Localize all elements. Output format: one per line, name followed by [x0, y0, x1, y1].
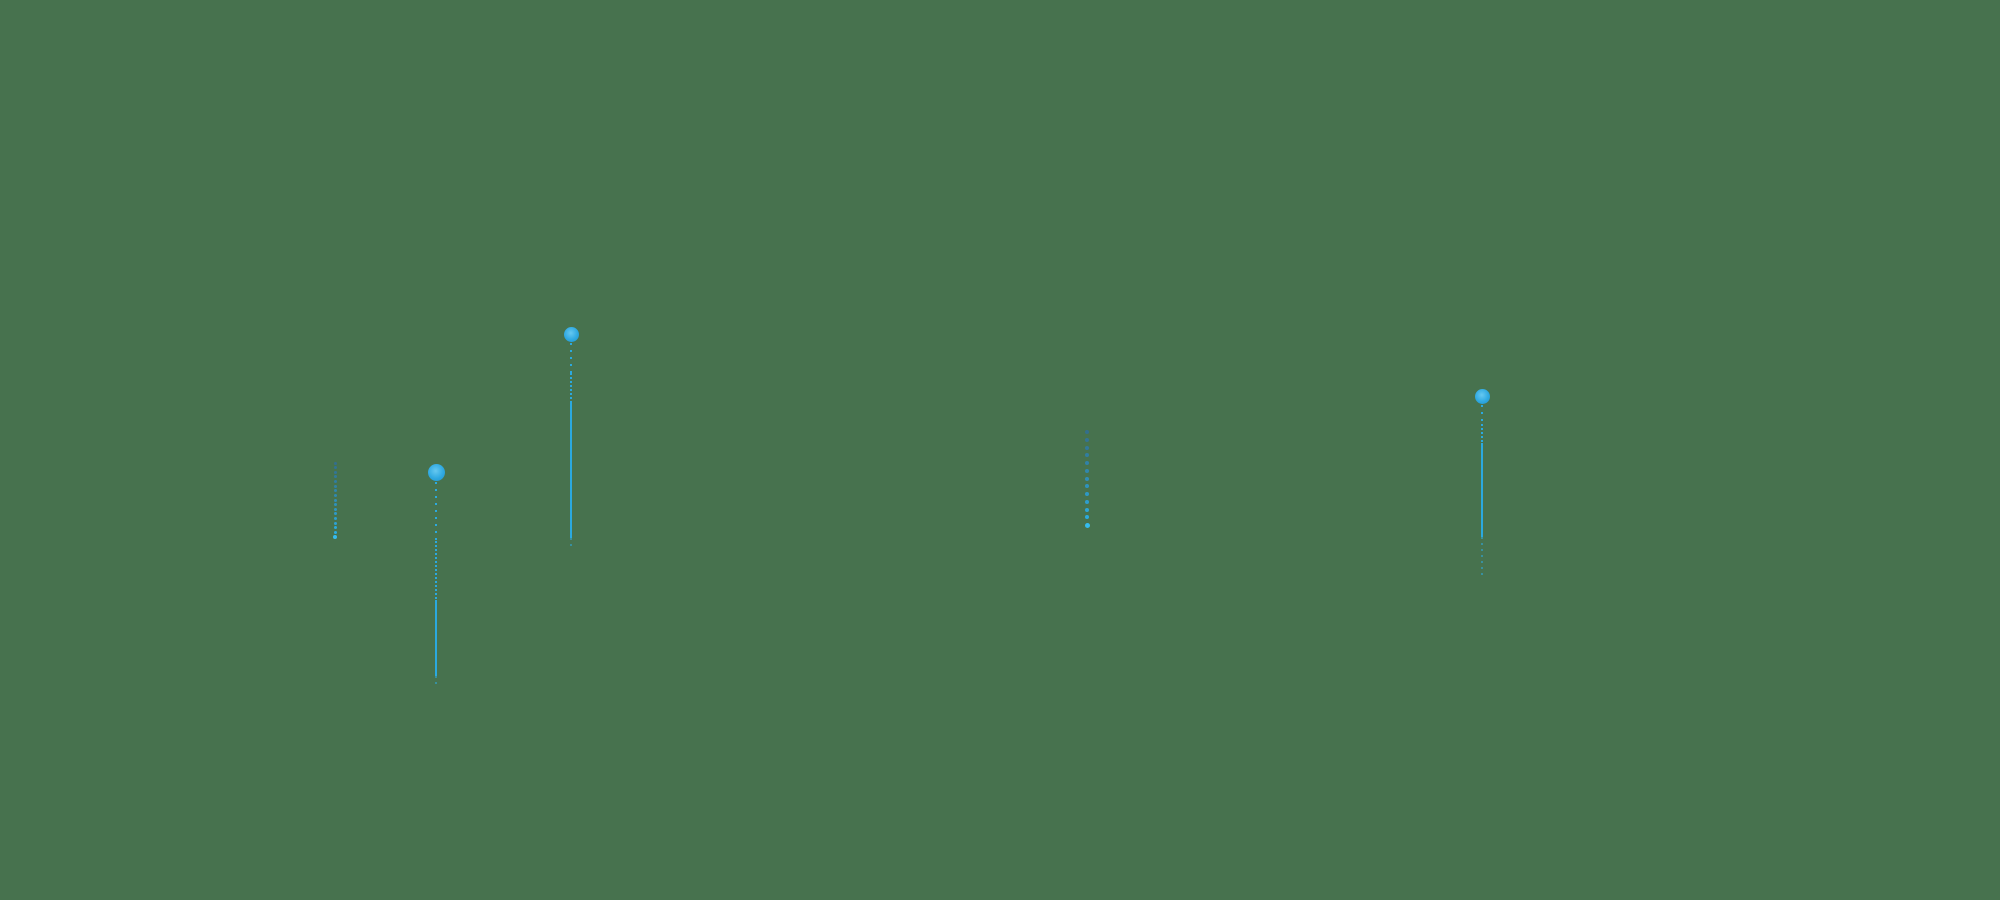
marker-trail-dot	[1085, 499, 1089, 504]
marker-trail-dotted	[1481, 424, 1483, 443]
marker-trail-dot	[1085, 515, 1089, 520]
marker-trail-dot	[333, 517, 337, 520]
marker-pin-icon[interactable]	[1474, 388, 1490, 404]
marker-trail-dot	[333, 466, 337, 470]
marker-trail-dot	[1085, 453, 1089, 458]
marker-trail-dot	[333, 535, 337, 539]
marker-trail-dot	[1085, 476, 1089, 481]
marker-trail-dotted	[570, 373, 572, 403]
marker-trail-line	[435, 600, 437, 676]
marker-trail-dot	[1085, 461, 1089, 465]
marker-trail-dot	[333, 498, 337, 502]
marker-trail-dot	[333, 503, 337, 507]
marker-trail-line	[570, 403, 572, 538]
marker-trail-dotted	[435, 481, 437, 541]
marker-trail-dot	[333, 521, 337, 525]
marker-trail-dot	[333, 526, 337, 530]
marker-trail-dot	[333, 480, 337, 483]
marker-trail-dot	[1085, 430, 1089, 434]
marker-trail-dot	[1085, 437, 1089, 442]
marker-trail-dot	[333, 470, 337, 474]
marker-trail-dot	[1084, 522, 1090, 528]
marker-trail-tail	[570, 538, 572, 548]
marker-trail-dotted	[435, 541, 437, 600]
marker-trail-dot	[1085, 445, 1089, 450]
marker-trail-dot	[333, 493, 337, 497]
marker-trail-dot	[1085, 507, 1089, 512]
marker-trail-dot	[333, 489, 337, 493]
marker-trail-dot	[1085, 492, 1089, 496]
marker-trail-dot	[333, 530, 337, 534]
marker-trail-dot	[333, 512, 337, 516]
marker-trail-dot	[333, 475, 337, 479]
marker-trail-dotted	[1481, 404, 1483, 424]
marker-trail-dotted	[570, 342, 572, 373]
marker-trail-dot	[1085, 468, 1089, 473]
marker-trail-dot	[333, 461, 337, 465]
marker-trail-tail	[435, 676, 437, 684]
marker-trail-dot	[333, 507, 337, 511]
marker-pin-icon[interactable]	[563, 326, 579, 342]
marker-trail-dot	[333, 484, 337, 488]
marker-trail-dot	[1085, 484, 1089, 489]
marker-pin-icon[interactable]	[427, 463, 445, 481]
marker-trail-line	[1481, 443, 1483, 537]
marker-trail-tail	[1481, 537, 1483, 576]
